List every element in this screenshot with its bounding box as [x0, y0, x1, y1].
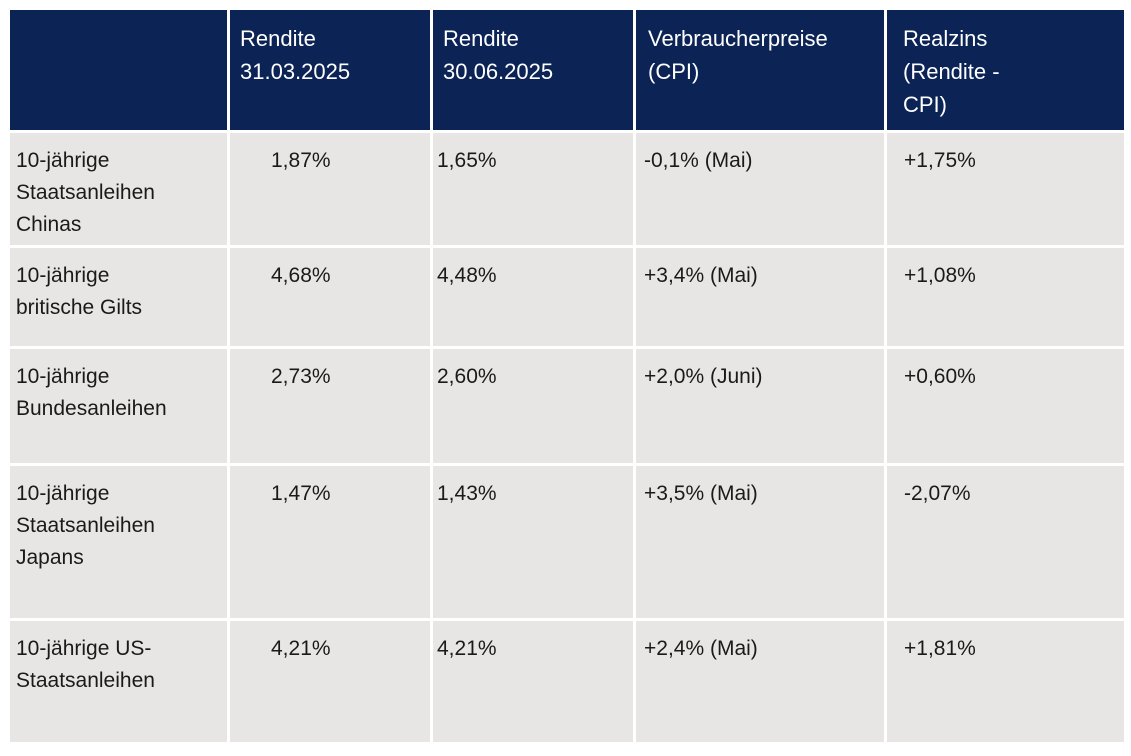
- cpi-value: +3,4% (Mai): [636, 248, 884, 346]
- realzins-value: +0,60%: [887, 349, 1124, 463]
- cpi-value: +2,0% (Juni): [636, 349, 884, 463]
- yield-mar-value: 1,87%: [230, 133, 430, 245]
- table-row-japan: 10-jährige Staatsanleihen Japans 1,47% 1…: [10, 466, 1124, 618]
- row-label: 10-jährige Staatsanleihen Japans: [10, 466, 227, 618]
- table-row-uk-gilts: 10-jährige britische Gilts 4,68% 4,48% +…: [10, 248, 1124, 346]
- table-row-bundesanleihen: 10-jährige Bundesanleihen 2,73% 2,60% +2…: [10, 349, 1124, 463]
- row-label: 10-jährige US- Staatsanleihen: [10, 621, 227, 742]
- realzins-value: +1,81%: [887, 621, 1124, 742]
- row-label: 10-jährige Staatsanleihen Chinas: [10, 133, 227, 245]
- cpi-value: +2,4% (Mai): [636, 621, 884, 742]
- yield-mar-value: 4,68%: [230, 248, 430, 346]
- table-row-us: 10-jährige US- Staatsanleihen 4,21% 4,21…: [10, 621, 1124, 742]
- realzins-value: +1,08%: [887, 248, 1124, 346]
- table-header-row: Rendite 31.03.2025 Rendite 30.06.2025 Ve…: [10, 10, 1124, 130]
- row-label: 10-jährige britische Gilts: [10, 248, 227, 346]
- col-header-rendite-30-06-2025: Rendite 30.06.2025: [433, 10, 633, 130]
- yield-jun-value: 1,65%: [433, 133, 633, 245]
- col-header-verbraucherpreise-cpi: Verbraucherpreise (CPI): [636, 10, 884, 130]
- yield-jun-value: 1,43%: [433, 466, 633, 618]
- col-header-realzins: Realzins (Rendite - CPI): [887, 10, 1124, 130]
- col-header-empty: [10, 10, 227, 130]
- yield-jun-value: 4,21%: [433, 621, 633, 742]
- yield-jun-value: 2,60%: [433, 349, 633, 463]
- yield-mar-value: 4,21%: [230, 621, 430, 742]
- yield-mar-value: 1,47%: [230, 466, 430, 618]
- yield-jun-value: 4,48%: [433, 248, 633, 346]
- table-row-china: 10-jährige Staatsanleihen Chinas 1,87% 1…: [10, 133, 1124, 245]
- row-label: 10-jährige Bundesanleihen: [10, 349, 227, 463]
- bond-yield-table: Rendite 31.03.2025 Rendite 30.06.2025 Ve…: [10, 10, 1124, 745]
- realzins-value: -2,07%: [887, 466, 1124, 618]
- col-header-rendite-31-03-2025: Rendite 31.03.2025: [230, 10, 430, 130]
- cpi-value: -0,1% (Mai): [636, 133, 884, 245]
- cpi-value: +3,5% (Mai): [636, 466, 884, 618]
- yield-mar-value: 2,73%: [230, 349, 430, 463]
- realzins-value: +1,75%: [887, 133, 1124, 245]
